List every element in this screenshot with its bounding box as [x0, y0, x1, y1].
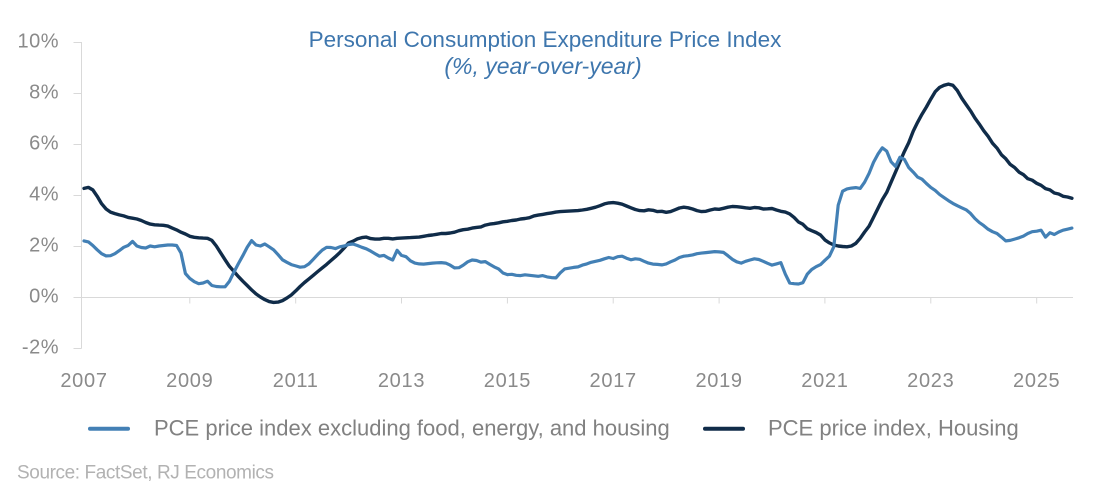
- svg-text:2015: 2015: [484, 370, 531, 392]
- svg-text:0%: 0%: [29, 286, 59, 308]
- svg-text:10%: 10%: [17, 31, 59, 53]
- svg-text:PCE price index excluding food: PCE price index excluding food, energy, …: [154, 416, 670, 441]
- svg-text:8%: 8%: [29, 82, 59, 104]
- svg-text:Source: FactSet, RJ Economics: Source: FactSet, RJ Economics: [17, 463, 274, 484]
- svg-text:-2%: -2%: [22, 337, 59, 359]
- svg-text:PCE price index, Housing: PCE price index, Housing: [768, 416, 1019, 441]
- svg-text:2%: 2%: [29, 235, 59, 257]
- svg-text:2007: 2007: [60, 370, 107, 392]
- svg-text:2011: 2011: [273, 370, 319, 392]
- svg-text:2009: 2009: [166, 370, 213, 392]
- svg-text:4%: 4%: [29, 184, 59, 206]
- svg-text:(%, year-over-year): (%, year-over-year): [444, 53, 641, 79]
- svg-text:2017: 2017: [590, 370, 637, 392]
- svg-text:2013: 2013: [378, 370, 425, 392]
- svg-text:2025: 2025: [1013, 370, 1060, 392]
- svg-text:2021: 2021: [801, 370, 848, 392]
- svg-text:2023: 2023: [907, 370, 954, 392]
- svg-text:6%: 6%: [29, 133, 59, 155]
- svg-text:2019: 2019: [695, 370, 742, 392]
- svg-text:Personal Consumption Expenditu: Personal Consumption Expenditure Price I…: [309, 27, 783, 52]
